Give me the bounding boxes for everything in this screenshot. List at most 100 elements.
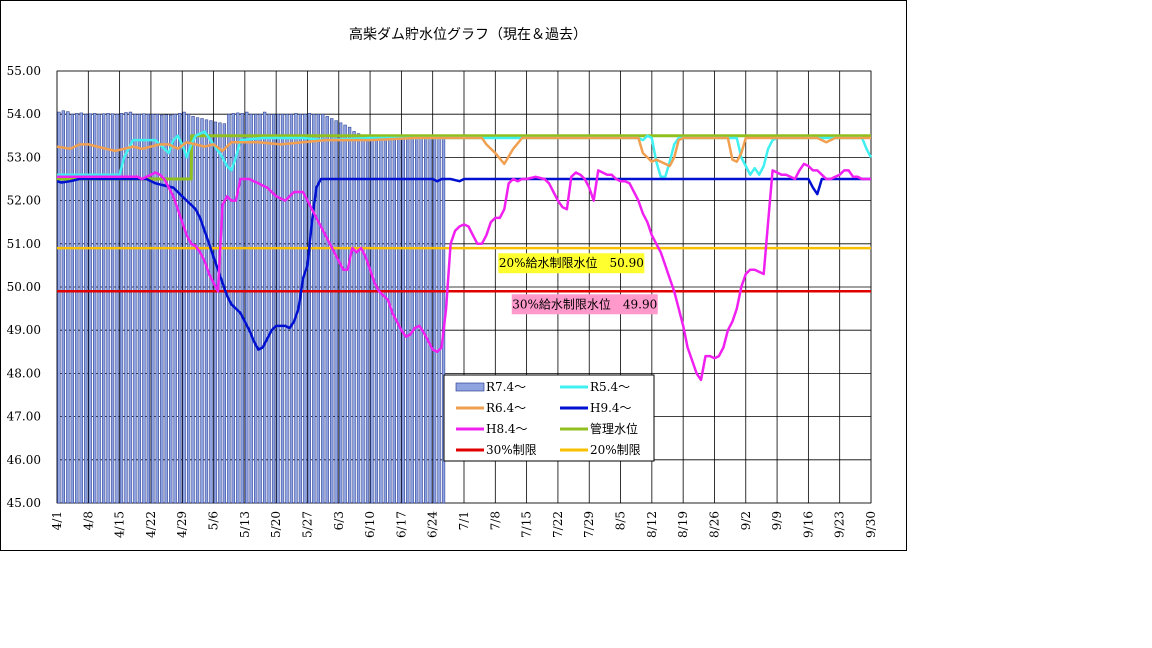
- legend-label-h8: H8.4～: [486, 422, 528, 436]
- y-tick-label: 54.00: [7, 107, 41, 121]
- r7-bar: [432, 137, 437, 504]
- x-tick-label: 4/8: [81, 511, 95, 530]
- series-lines: [56, 130, 873, 382]
- r7-bar: [209, 120, 213, 504]
- x-tick-label: 6/24: [426, 511, 440, 538]
- r7-bar: [124, 112, 128, 504]
- r7-bar: [245, 111, 249, 504]
- r7-bar: [97, 113, 101, 504]
- chart-frame: 高柴ダム貯水位グラフ（現在＆過去） 45.00 46.00 47.00 48.00 49…: [0, 0, 907, 551]
- r7-bar: [240, 113, 244, 504]
- r7-bar: [146, 113, 150, 504]
- r7-bar: [356, 133, 361, 504]
- r7-bar: [119, 113, 124, 504]
- y-tick-label: 52.00: [7, 194, 41, 208]
- x-tick-label: 8/26: [707, 511, 721, 538]
- r7-bar: [406, 137, 410, 504]
- r7-bar: [110, 113, 115, 504]
- r7-bar: [423, 137, 428, 504]
- r7-bar: [370, 137, 374, 504]
- r7-bar: [303, 113, 307, 504]
- x-tick-label: 9/30: [864, 511, 878, 538]
- r7-bar: [75, 113, 79, 504]
- r7-bar: [227, 113, 231, 504]
- r7-bar: [401, 137, 405, 504]
- legend-label-lim30: 30%制限: [486, 443, 537, 457]
- series-line-h9: [56, 177, 871, 351]
- r7-bar: [428, 137, 432, 504]
- legend-label-h9: H9.4～: [590, 401, 632, 415]
- x-tick-label: 5/13: [238, 511, 252, 538]
- r7-bar: [218, 122, 222, 504]
- r7-bar: [155, 113, 159, 504]
- chart-title: 高柴ダム貯水位グラフ（現在＆過去）: [349, 26, 587, 43]
- r7-bar: [115, 113, 119, 504]
- threshold-annotations: 20%給水制限水位 50.90 30%給水制限水位 49.90: [498, 253, 658, 315]
- series-line-h8: [57, 162, 871, 382]
- r7-bar: [160, 114, 164, 504]
- r7-bar: [437, 137, 441, 504]
- r7-bar: [285, 113, 289, 504]
- r7-bar: [312, 113, 316, 504]
- r7-bar: [88, 113, 92, 504]
- y-tick-label: 55.00: [7, 64, 41, 78]
- r7-bar: [365, 136, 370, 504]
- x-tick-label: 5/6: [207, 511, 221, 530]
- r7-bar: [200, 118, 204, 504]
- x-tick-label: 6/3: [332, 511, 346, 530]
- annotation-box-ann20: [498, 253, 645, 274]
- r7-bar: [191, 116, 195, 504]
- r7-bar: [222, 123, 227, 504]
- x-tick-label: 9/23: [833, 511, 847, 538]
- y-tick-label: 53.00: [7, 150, 41, 164]
- x-tick-label: 8/19: [676, 511, 690, 538]
- r7-bar: [339, 122, 343, 504]
- r7-bar: [267, 113, 271, 504]
- r7-bar: [137, 113, 142, 504]
- x-tick-label: 7/15: [520, 511, 534, 538]
- r7-bar: [133, 113, 137, 504]
- r7-bar: [249, 113, 253, 504]
- r7-bar: [106, 113, 110, 504]
- legend-label-lim20: 20%制限: [590, 443, 641, 457]
- x-tick-label: 4/22: [144, 511, 158, 538]
- r7-bar: [334, 120, 338, 504]
- x-tick-label: 4/15: [113, 511, 127, 538]
- r7-bar: [262, 111, 267, 504]
- y-tick-label: 46.00: [7, 453, 41, 467]
- y-tick-label: 47.00: [7, 410, 41, 424]
- r7-bar: [307, 113, 311, 504]
- r7-bar: [128, 111, 133, 504]
- y-axis-tick-labels: 45.00 46.00 47.00 48.00 49.00 50.00 51.00 52.00…: [7, 64, 41, 510]
- r7-bar: [383, 137, 388, 504]
- chart-svg: 高柴ダム貯水位グラフ（現在＆過去） 45.00 46.00 47.00 48.00 49…: [7, 26, 878, 538]
- r7-bar: [271, 113, 276, 504]
- x-tick-label: 4/1: [50, 511, 64, 530]
- legend-label-kanri: 管理水位: [590, 421, 638, 436]
- r7-bar: [397, 137, 401, 504]
- r7-bar: [84, 113, 88, 504]
- x-axis-tick-labels: 4/1 4/8 4/15 4/22 4/29 5/6 5/13 5/20 5/27 6/3 6/10…: [50, 511, 878, 538]
- x-tick-label: 6/17: [394, 511, 408, 538]
- y-tick-label: 51.00: [7, 237, 41, 251]
- series-line-r6: [56, 136, 871, 168]
- r7-bar: [169, 114, 173, 504]
- r7-bar: [195, 117, 200, 504]
- vertical-gridlines: [56, 71, 872, 503]
- legend-swatch-r7: [455, 382, 485, 392]
- r7-bar: [347, 126, 352, 504]
- r7-bar: [254, 113, 258, 504]
- r7-bar: [316, 113, 320, 504]
- r7-bar: [330, 118, 334, 504]
- r7-bar: [388, 137, 392, 504]
- x-tick-label: 9/9: [770, 511, 784, 530]
- r7-bar: [61, 110, 65, 504]
- r7-bar: [415, 137, 419, 504]
- annotation-text-ann30: 30%給水制限水位 49.90: [512, 296, 657, 311]
- x-tick-label: 7/29: [582, 511, 596, 538]
- r7-bar: [321, 113, 325, 504]
- y-tick-label: 48.00: [7, 366, 41, 380]
- r7-bar: [142, 113, 146, 504]
- r7-bar: [276, 113, 280, 504]
- r7-bar: [93, 113, 97, 504]
